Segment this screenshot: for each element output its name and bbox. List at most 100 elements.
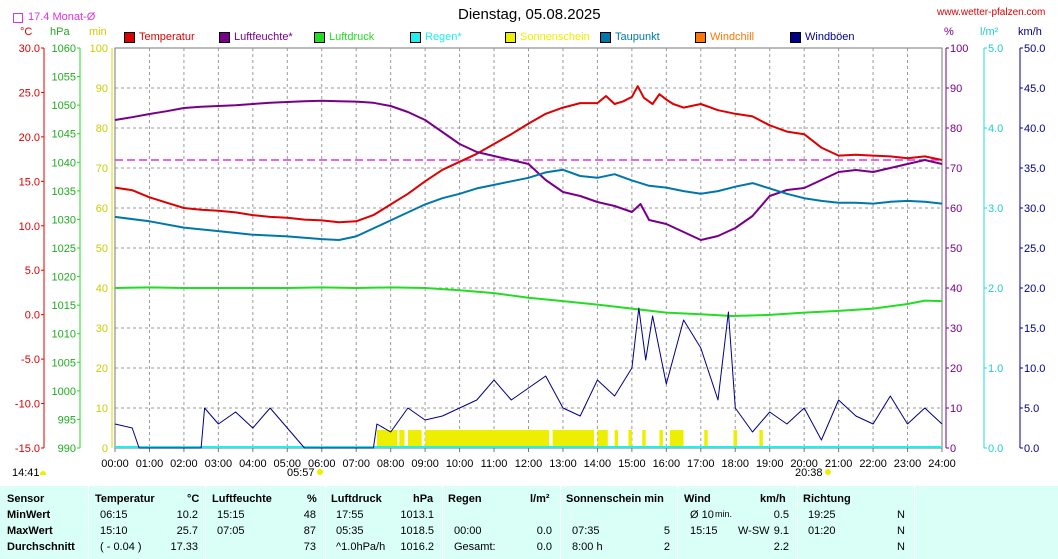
legend-swatch (600, 32, 611, 43)
sunshine-bar (659, 430, 663, 448)
unit-percent: % (944, 26, 954, 38)
sunshine-bar (759, 430, 763, 448)
legend-swatch (410, 32, 421, 43)
x-tick-label: 19:00 (756, 458, 784, 470)
temp-tick-label: -10.0 (15, 399, 40, 411)
summary-cell-rain-val: 0.0 (536, 525, 552, 537)
x-tick-label: 21:00 (825, 458, 853, 470)
x-tick-label: 07:00 (342, 458, 370, 470)
rain-tick-label: 5.0 (988, 43, 1003, 55)
current-time: 14:41 (12, 467, 40, 479)
x-tick-label: 11:00 (481, 458, 508, 470)
x-tick-label: 02:00 (170, 458, 198, 470)
sunshine-bar (376, 430, 398, 448)
x-tick-label: 04:00 (239, 458, 267, 470)
summary-cell-rain-val: 0.0 (536, 541, 552, 553)
pressure-tick-label: 1040 (52, 157, 76, 169)
summary-cell-label: MinWert (7, 509, 51, 521)
pressure-tick-label: 1000 (52, 386, 76, 398)
x-tick-label: 17:00 (687, 458, 715, 470)
summary-cell-press-time: 17:55 (336, 509, 364, 521)
summary-cell-wind-sub: min. (715, 509, 733, 519)
monthly-avg-swatch (13, 13, 23, 23)
temp-tick-label: 30.0 (19, 43, 40, 55)
weather-chart: 30.0 25.0 20.0 15.0 10.0 5.0 0.0 -5.0 -10.0 -15.0… (15, 43, 1046, 470)
temp-tick-label: 10.0 (19, 221, 40, 233)
hdr-press-unit: hPa (413, 493, 434, 505)
humidity-tick-label: 20 (950, 363, 962, 375)
series-temperatur (114, 85, 943, 224)
summary-cell-hum-val: 73 (303, 541, 316, 553)
summary-cell-wind-dir: W-SW (738, 525, 770, 537)
summary-table: Sensor Temperatur °C Luftfeuchte % Luftd… (0, 486, 1058, 559)
x-tick-label: 03:00 (205, 458, 233, 470)
site-link[interactable]: www.wetter-pfalzen.com (937, 7, 1046, 18)
wind-tick-label: 15.0 (1024, 323, 1045, 335)
summary-cell-dir-val: N (897, 525, 905, 537)
sunshine-bar (552, 430, 594, 448)
temp-tick-label: 25.0 (19, 87, 40, 99)
pressure-tick-label: 1015 (52, 300, 76, 312)
unit-wind: km/h (1018, 26, 1042, 38)
humidity-tick-label: 50 (950, 243, 962, 255)
minutes-tick-label: 50 (96, 243, 108, 255)
summary-cell-wind-val: 2.2 (773, 541, 789, 553)
hdr-wind: Wind (684, 493, 711, 505)
wind-tick-label: 30.0 (1024, 203, 1045, 215)
x-tick-label: 15:00 (618, 458, 646, 470)
minutes-tick-label: 30 (96, 323, 108, 335)
pressure-tick-label: 1035 (52, 186, 76, 198)
x-tick-label: 16:00 (653, 458, 681, 470)
wind-tick-label: 40.0 (1024, 123, 1045, 135)
unit-temp: °C (20, 26, 33, 38)
temp-tick-label: 20.0 (19, 132, 40, 144)
wind-tick-label: 45.0 (1024, 83, 1045, 95)
rain-tick-label: 0.0 (988, 443, 1003, 455)
hdr-richtung: Richtung (803, 493, 851, 505)
humidity-tick-label: 70 (950, 163, 962, 175)
legend-swatch (124, 32, 135, 43)
summary-cell-temp-time: 06:15 (100, 509, 128, 521)
legend-label: Temperatur (139, 31, 195, 43)
summary-cell-label: Durchschnitt (7, 541, 75, 553)
sunshine-bar (669, 430, 684, 448)
legend-label: Windböen (805, 31, 855, 43)
sunshine-bar (628, 430, 632, 448)
minutes-tick-label: 10 (96, 403, 108, 415)
hdr-temperatur: Temperatur (95, 493, 155, 505)
summary-cell-dir-time: 01:20 (808, 525, 836, 537)
wind-tick-label: 20.0 (1024, 283, 1045, 295)
legend-swatch (790, 32, 801, 43)
sunrise-time: 05:57 (287, 467, 315, 479)
summary-cell-sun-time: 8:00 h (572, 541, 603, 553)
wind-tick-label: 50.0 (1024, 43, 1045, 55)
summary-cell-press-time: 05:35 (336, 525, 364, 537)
legend-swatch (314, 32, 325, 43)
sunshine-bar (399, 430, 405, 448)
summary-cell-rain-time: 00:00 (454, 525, 482, 537)
unit-pressure: hPa (50, 26, 70, 38)
x-tick-label: 09:00 (411, 458, 439, 470)
unit-min: min (89, 26, 107, 38)
sunrise-icon (317, 469, 323, 475)
sunshine-bar (407, 430, 422, 448)
legend-label: Luftfeuchte* (234, 31, 293, 43)
sunshine-bar (425, 430, 550, 448)
unit-rain: l/m² (980, 26, 999, 38)
pressure-tick-label: 1025 (52, 243, 76, 255)
pressure-tick-label: 1055 (52, 72, 76, 84)
humidity-tick-label: 80 (950, 123, 962, 135)
summary-cell-press-val: 1013.1 (400, 509, 434, 521)
rain-tick-label: 4.0 (988, 123, 1003, 135)
legend-swatch (219, 32, 230, 43)
summary-cell-temp-val: 17.33 (170, 541, 198, 553)
monthly-avg-label: 17.4 Monat-Ø (28, 11, 96, 23)
summary-cell-press-time: ^1.0hPa/h (336, 541, 386, 553)
summary-cell-wind-val: 9.1 (773, 525, 789, 537)
summary-cell-dir-val: N (897, 541, 905, 553)
pressure-tick-label: 990 (58, 443, 76, 455)
minutes-tick-label: 100 (90, 43, 108, 55)
rain-tick-label: 3.0 (988, 203, 1003, 215)
x-tick-label: 23:00 (894, 458, 922, 470)
chart-title: Dienstag, 05.08.2025 (458, 6, 601, 23)
